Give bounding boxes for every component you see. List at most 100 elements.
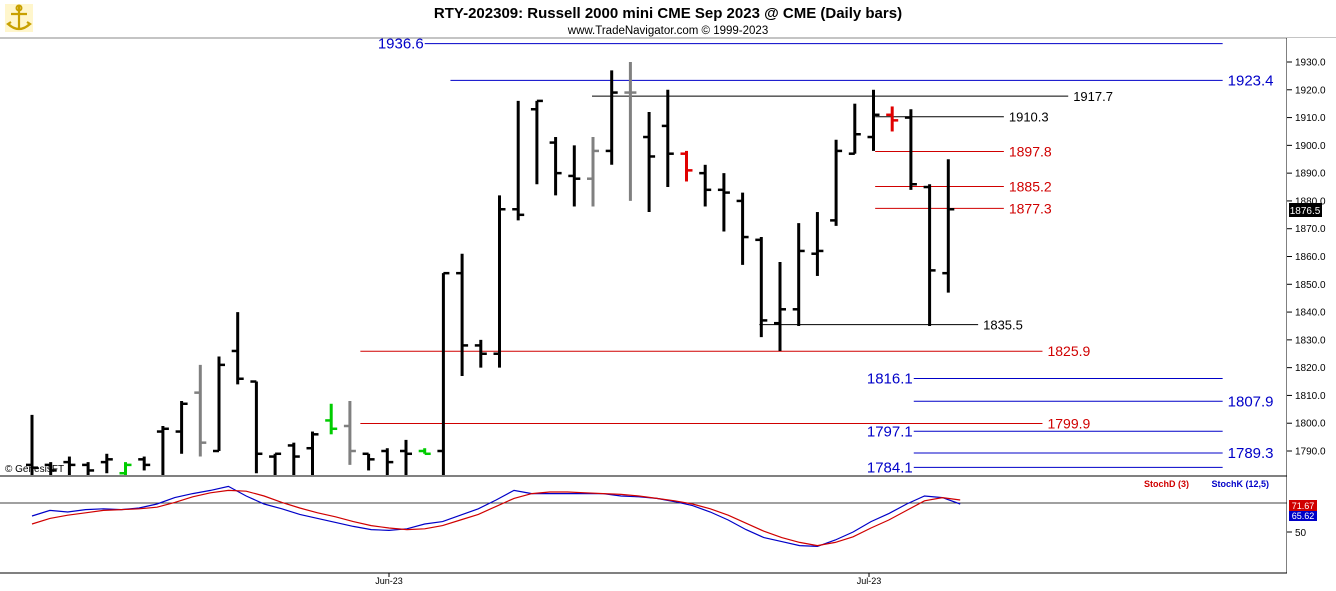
watermark: © GenesisFT — [5, 464, 64, 475]
ohlc-bar — [774, 262, 786, 351]
ohlc-bar — [400, 439, 412, 475]
ohlc-bar — [381, 448, 394, 475]
ohlc-bar — [549, 137, 562, 196]
chart-title: RTY-202309: Russell 2000 mini CME Sep 20… — [434, 5, 902, 22]
ohlc-bar — [755, 237, 768, 338]
ohlc-bar — [306, 431, 319, 475]
ohlc-bar — [63, 456, 76, 475]
x-axis: Jun-23 Jul-23 — [375, 573, 881, 586]
y-tick-label: 1850.0 — [1295, 280, 1326, 291]
ohlc-bar — [643, 112, 656, 213]
ohlc-bar — [287, 442, 300, 475]
level-lines: 1936.6 1923.4 1917.7 1910.3 1897.8 1885.2 1877… — [360, 36, 1274, 476]
stochk-line — [31, 485, 961, 548]
level-label: 1885.2 — [1009, 178, 1052, 194]
y-tick-label: 1910.0 — [1295, 113, 1326, 124]
ohlc-bar — [848, 103, 861, 155]
y-tick-label: 1920.0 — [1295, 85, 1326, 96]
ohlc-bar — [175, 400, 188, 454]
chart-subtitle: www.TradeNavigator.com © 1999-2023 — [567, 25, 768, 37]
y-tick-label: 1830.0 — [1295, 335, 1326, 346]
price-axis-ticks: 1790.0 1800.0 1810.0 1820.0 1830.0 1840.0 1850… — [1287, 58, 1326, 458]
ohlc-bar — [512, 100, 525, 221]
ohlc-bar — [867, 89, 880, 151]
ohlc-bar — [830, 139, 843, 226]
ohlc-bar — [811, 212, 824, 276]
header-background — [0, 0, 1336, 38]
level-label: 1807.9 — [1228, 393, 1274, 410]
y-tick-label: 1890.0 — [1295, 169, 1326, 180]
ohlc-bar — [362, 452, 375, 471]
level-label: 1917.7 — [1073, 89, 1113, 104]
ohlc-bar — [587, 137, 599, 207]
level-label: 1923.4 — [1228, 72, 1274, 89]
stochk-last-box — [1289, 511, 1317, 521]
last-price-label: 1876.5 — [1290, 206, 1321, 217]
y-tick-label: 1790.0 — [1295, 447, 1326, 458]
ohlc-bar — [530, 99, 543, 185]
ohlc-bar — [213, 356, 225, 453]
ohlc-bar — [904, 109, 917, 190]
ohlc-bar — [231, 312, 244, 385]
ohlc-bar — [418, 448, 431, 456]
legend-stochk: StochK (12,5) — [1211, 479, 1269, 489]
level-label: 1936.6 — [378, 36, 424, 53]
ohlc-bar — [568, 145, 581, 207]
stochd-last-box — [1289, 500, 1317, 511]
level-label: 1799.9 — [1047, 415, 1090, 431]
ohlc-bar — [343, 400, 356, 465]
stoch-tick-label-50: 50 — [1295, 528, 1307, 539]
ohlc-bar — [792, 223, 805, 326]
level-label: 1816.1 — [867, 370, 913, 387]
ohlc-bar — [82, 462, 95, 475]
y-tick-label: 1930.0 — [1295, 58, 1326, 69]
legend-stochd: StochD (3) — [1144, 479, 1189, 489]
ohlc-bar — [661, 89, 674, 188]
ohlc-bar — [493, 195, 506, 368]
ohlc-bar — [325, 403, 338, 435]
ohlc-bar — [269, 452, 282, 475]
y-tick-label: 1860.0 — [1295, 252, 1326, 263]
ohlc-bar — [250, 380, 263, 474]
y-tick-label: 1870.0 — [1295, 224, 1326, 235]
ohlc-bar — [119, 462, 132, 475]
y-tick-label: 1800.0 — [1295, 419, 1326, 430]
ohlc-bar — [138, 456, 151, 471]
level-label: 1910.3 — [1009, 110, 1049, 125]
x-tick-label-jun: Jun-23 — [375, 576, 403, 586]
level-label: 1897.8 — [1009, 143, 1052, 159]
ohlc-bars — [26, 62, 955, 475]
level-label: 1825.9 — [1047, 343, 1090, 359]
y-tick-label: 1880.0 — [1295, 196, 1326, 207]
stochastic-lines — [31, 485, 961, 548]
ohlc-bar — [736, 192, 749, 265]
logo-icon — [5, 4, 33, 32]
level-label: 1835.5 — [983, 318, 1023, 333]
last-price-box — [1289, 203, 1322, 217]
level-label: 1797.1 — [867, 423, 913, 440]
x-tick-label-jul: Jul-23 — [857, 576, 882, 586]
ohlc-bar — [942, 159, 955, 293]
ohlc-bar — [194, 364, 207, 457]
ohlc-bar — [44, 462, 57, 475]
y-tick-label: 1820.0 — [1295, 363, 1326, 374]
stochd-line — [31, 489, 961, 547]
ohlc-bar — [156, 425, 169, 475]
y-tick-label: 1900.0 — [1295, 141, 1326, 152]
ohlc-bar — [437, 271, 450, 475]
level-label: 1789.3 — [1228, 445, 1274, 462]
ohlc-bar — [474, 339, 487, 368]
ohlc-bar — [717, 173, 730, 232]
ohlc-bar — [680, 150, 693, 182]
ohlc-bar — [456, 253, 469, 376]
stochd-last-label: 71.67 — [1292, 501, 1315, 511]
level-label: 1784.1 — [867, 459, 913, 476]
stochk-last-label: 65.62 — [1292, 511, 1315, 521]
ohlc-bar — [923, 184, 936, 326]
ohlc-bar — [886, 106, 899, 132]
ohlc-bar — [605, 70, 618, 165]
ohlc-bar — [26, 414, 38, 475]
y-tick-label: 1810.0 — [1295, 391, 1326, 402]
y-axis-area — [1287, 38, 1336, 591]
